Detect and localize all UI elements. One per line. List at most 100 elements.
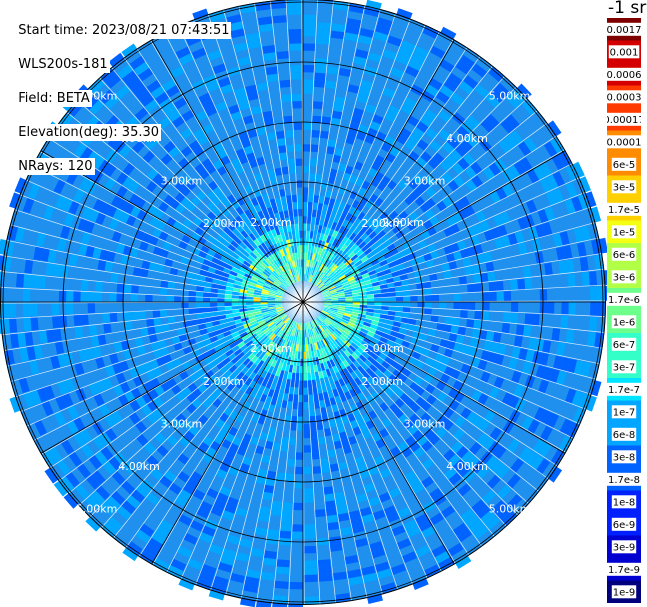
range-gate [429, 140, 442, 153]
range-gate [253, 271, 262, 278]
range-gate [151, 531, 167, 545]
range-gate [267, 389, 275, 398]
range-gate [19, 346, 29, 362]
range-gate [236, 196, 246, 206]
range-gate [346, 374, 354, 383]
range-gate [159, 519, 174, 533]
range-gate [315, 318, 321, 325]
range-gate [251, 261, 259, 269]
range-gate [556, 342, 566, 357]
ray-separator [123, 57, 304, 303]
range-gate [141, 392, 153, 404]
range-gate [446, 341, 456, 351]
range-gate [510, 312, 519, 324]
range-gate [355, 357, 364, 366]
range-gate [282, 502, 293, 510]
range-gate [274, 279, 281, 286]
range-gate [131, 284, 139, 294]
range-gate [395, 291, 403, 297]
range-gate [442, 419, 454, 432]
range-gate [353, 107, 365, 118]
range-gate [314, 269, 319, 277]
ray-separator [302, 301, 558, 467]
range-gate [464, 514, 480, 528]
range-gate [116, 505, 132, 520]
range-gate [369, 121, 382, 132]
range-label: 2.00km [362, 342, 404, 355]
range-gate [290, 65, 303, 73]
range-gate [507, 233, 518, 246]
range-gate [323, 242, 329, 250]
range-gate [464, 266, 473, 276]
range-gate [279, 523, 292, 532]
range-gate [95, 356, 105, 369]
range-gate [460, 139, 474, 153]
range-gate [152, 172, 164, 185]
range-gate [311, 216, 317, 225]
range-gate [394, 286, 403, 292]
range-gate [47, 249, 57, 263]
range-gate [245, 257, 253, 265]
range-gate [552, 188, 565, 204]
range-gate [283, 316, 289, 323]
range-gate [364, 262, 373, 270]
range-gate [276, 337, 282, 346]
ray-separator [302, 222, 596, 303]
range-gate [460, 363, 471, 375]
range-gate [270, 382, 277, 391]
range-gate [327, 284, 335, 290]
range-gate [388, 292, 396, 298]
range-gate [198, 250, 208, 259]
azimuth-spoke [40, 150, 304, 303]
range-gate [209, 335, 218, 343]
range-gate [356, 249, 364, 257]
range-gate [329, 333, 337, 341]
range-gate [278, 145, 287, 154]
range-gate [360, 565, 376, 576]
range-gate [210, 306, 218, 312]
range-gate [293, 267, 297, 275]
range-gate [146, 400, 158, 412]
range-gate [269, 263, 277, 271]
range-gate [571, 161, 585, 179]
range-gate [457, 240, 467, 251]
range-gate [413, 447, 425, 459]
range-gate [366, 251, 375, 259]
colorbar-tick-label: 6e-7 [613, 340, 636, 351]
range-gate [336, 505, 348, 515]
range-gate [255, 268, 263, 275]
range-gate [140, 268, 149, 278]
range-gate [43, 205, 55, 220]
range-gate [236, 244, 245, 253]
colorbar-tick-bg [607, 382, 641, 396]
range-gate [262, 286, 270, 292]
range-gate [303, 122, 312, 130]
range-gate [128, 412, 141, 425]
range-gate [228, 324, 237, 331]
range-gate [177, 470, 190, 483]
range-gate [496, 291, 504, 302]
range-gate [271, 314, 279, 320]
range-gate [389, 146, 401, 158]
range-gate [135, 197, 147, 209]
range-gate [440, 356, 451, 366]
range-gate [338, 67, 352, 77]
range-gate [228, 364, 238, 373]
range-gate [231, 158, 242, 168]
range-gate [453, 200, 465, 212]
range-gate [288, 276, 294, 284]
range-gate [511, 346, 521, 359]
range-gate [178, 334, 188, 342]
range-gate [313, 195, 320, 203]
range-gate [264, 117, 275, 127]
range-gate [63, 212, 75, 227]
range-gate [322, 330, 328, 338]
range-gate [255, 256, 263, 264]
range-gate [278, 275, 284, 283]
range-gate [249, 251, 258, 259]
range-gate [278, 211, 285, 220]
range-gate [432, 152, 445, 165]
range-gate [228, 231, 237, 240]
range-gate [378, 352, 387, 361]
range-gate [357, 282, 365, 287]
